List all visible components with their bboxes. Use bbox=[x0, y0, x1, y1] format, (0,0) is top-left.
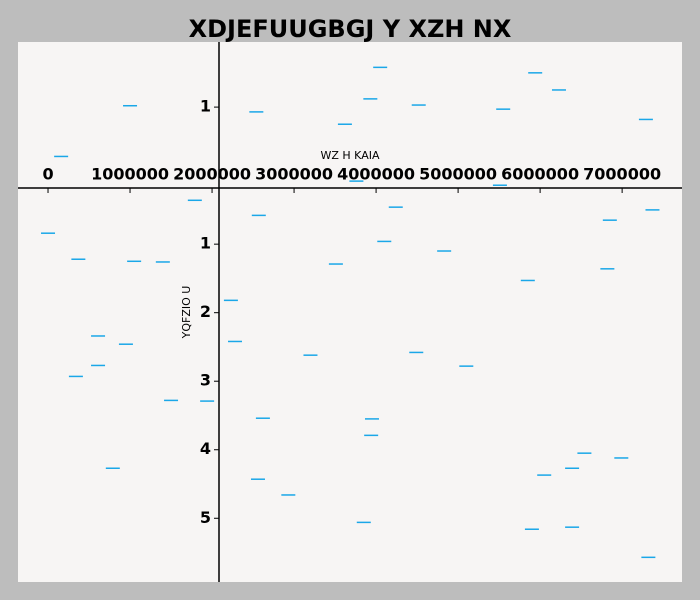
plot-area bbox=[18, 42, 682, 582]
x-tick-label: 1000000 bbox=[91, 165, 169, 184]
y-tick-label: 1 bbox=[200, 97, 211, 116]
chart-title: XDJEFUUGBGJ Y XZH NX bbox=[189, 15, 512, 43]
y-tick-label: 1 bbox=[200, 234, 211, 253]
x-tick-label: 0 bbox=[42, 165, 53, 184]
y-axis-label: YQFZIO U bbox=[180, 286, 193, 340]
y-tick-label: 5 bbox=[200, 508, 211, 527]
x-tick-label: 6000000 bbox=[501, 165, 579, 184]
y-tick-label: 2 bbox=[200, 302, 211, 321]
x-tick-label: 4000000 bbox=[337, 165, 415, 184]
x-tick-label: 7000000 bbox=[583, 165, 661, 184]
x-axis-label: WZ H KAIA bbox=[321, 149, 380, 162]
x-tick-label: 5000000 bbox=[419, 165, 497, 184]
x-tick-label: 3000000 bbox=[255, 165, 333, 184]
x-tick-label: 2000000 bbox=[173, 165, 251, 184]
y-tick-label: 4 bbox=[200, 439, 211, 458]
y-tick-label: 3 bbox=[200, 371, 211, 390]
